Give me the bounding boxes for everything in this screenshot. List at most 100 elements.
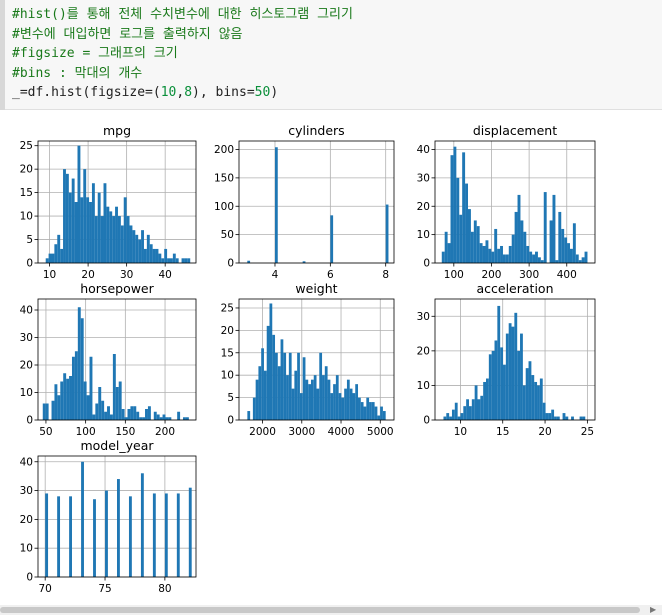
histogram-bar bbox=[69, 376, 72, 420]
histogram-bar bbox=[74, 351, 78, 420]
histogram-bar bbox=[169, 258, 173, 263]
y-tick-label: 20 bbox=[417, 345, 430, 357]
histogram-bar bbox=[327, 379, 331, 420]
code-editor[interactable]: #hist()를 통해 전체 수치변수에 대한 히스토그램 그리기 #변수에 대입… bbox=[12, 5, 353, 103]
histogram-bar bbox=[93, 499, 96, 577]
histogram-bar bbox=[363, 406, 367, 420]
histogram-bar bbox=[294, 370, 298, 420]
histogram-bar bbox=[316, 388, 320, 420]
histogram-bar bbox=[63, 169, 66, 263]
histogram-bar bbox=[51, 400, 55, 420]
subplot-title: displacement bbox=[473, 123, 557, 138]
histogram-bar bbox=[86, 395, 90, 420]
y-tick-label: 20 bbox=[20, 514, 33, 526]
histogram-bar bbox=[176, 493, 180, 577]
histogram-bar bbox=[149, 244, 153, 263]
histogram-bar bbox=[272, 334, 276, 420]
histogram-bar bbox=[463, 406, 467, 420]
histogram-bar bbox=[138, 239, 142, 263]
histogram-bar bbox=[308, 384, 311, 420]
y-tick-label: 200 bbox=[214, 144, 234, 156]
code-number: 8 bbox=[184, 85, 193, 100]
histogram-bar bbox=[488, 248, 492, 263]
histogram-bar bbox=[505, 333, 509, 420]
histogram-bar bbox=[502, 254, 506, 263]
histogram-bar bbox=[482, 245, 486, 263]
code-line-4: #bins : 막대의 개수 bbox=[12, 65, 143, 81]
histogram-bar bbox=[92, 414, 96, 420]
histogram-bar bbox=[112, 354, 116, 420]
histogram-bar bbox=[153, 411, 157, 420]
cell-output: 10 20 30 40 0 5 10 15 20 25 mpg 4 6 8 0 50 100 150 200 cyli… bbox=[0, 111, 662, 615]
histogram-bar bbox=[534, 381, 538, 420]
histogram-bar bbox=[158, 253, 162, 263]
axes-frame bbox=[434, 140, 596, 264]
histogram-bar bbox=[162, 414, 166, 420]
y-tick-label: 10 bbox=[417, 380, 430, 392]
histogram-bar bbox=[466, 399, 469, 420]
x-tick-label: 70 bbox=[38, 583, 51, 595]
histogram-bar bbox=[460, 413, 464, 420]
histogram-bar bbox=[569, 248, 573, 263]
histogram-bar bbox=[385, 204, 389, 263]
histogram-bar bbox=[80, 318, 84, 420]
histogram-bar bbox=[520, 333, 523, 420]
histogram-bar bbox=[297, 352, 300, 420]
histogram-bar bbox=[360, 402, 364, 420]
histogram-bar bbox=[542, 402, 546, 420]
histogram-bar bbox=[371, 402, 375, 420]
histogram-bar bbox=[161, 258, 165, 263]
histogram-bar bbox=[477, 399, 481, 420]
histogram-bar bbox=[283, 352, 287, 420]
histogram-bar bbox=[168, 417, 172, 420]
histogram-bar bbox=[471, 399, 475, 420]
histogram-bar bbox=[355, 384, 359, 420]
cell-selection-border bbox=[0, 0, 5, 110]
histogram-bar bbox=[558, 211, 562, 263]
code-cell[interactable]: #hist()를 통해 전체 수치변수에 대한 히스토그램 그리기 #변수에 대입… bbox=[0, 0, 662, 110]
histogram-bar bbox=[581, 257, 585, 263]
code-line-3: #figsize = 그래프의 크기 bbox=[12, 46, 178, 61]
x-tick-label: 15 bbox=[496, 426, 509, 438]
y-tick-label: 10 bbox=[20, 387, 33, 399]
histogram-bar bbox=[152, 248, 156, 263]
y-tick-label: 30 bbox=[417, 172, 430, 184]
histogram-bar bbox=[117, 479, 120, 577]
histogram-bar bbox=[263, 370, 267, 420]
histogram-bar bbox=[269, 303, 273, 420]
histogram-bar bbox=[441, 251, 445, 263]
histogram-bar bbox=[115, 387, 119, 420]
histogram-bar bbox=[330, 215, 334, 263]
histogram-bar bbox=[505, 254, 509, 263]
y-tick-label: 0 bbox=[423, 415, 430, 427]
histogram-bar bbox=[112, 216, 116, 263]
y-tick-label: 0 bbox=[423, 258, 430, 270]
histogram-bar bbox=[330, 393, 334, 420]
histogram-bar bbox=[104, 411, 108, 420]
histogram-bar bbox=[503, 364, 506, 420]
histogram-bar bbox=[494, 340, 498, 420]
scroll-right-icon[interactable]: ▶ bbox=[650, 605, 657, 614]
scrollbar-thumb[interactable] bbox=[0, 607, 640, 613]
histogram-bar bbox=[380, 406, 383, 420]
histogram-bar bbox=[97, 192, 101, 263]
histogram-bar bbox=[456, 177, 460, 263]
histogram-bar bbox=[525, 368, 529, 420]
histogram-bar bbox=[529, 251, 533, 263]
x-tick-label: 40 bbox=[158, 269, 171, 281]
histogram-bar bbox=[128, 496, 132, 577]
histogram-bar bbox=[520, 220, 524, 263]
histogram-bar bbox=[286, 375, 289, 420]
histogram-bar bbox=[565, 416, 569, 420]
histogram-bar bbox=[564, 237, 568, 263]
histogram-bar bbox=[444, 231, 448, 263]
y-tick-label: 20 bbox=[20, 360, 33, 372]
histogram-bar bbox=[322, 375, 325, 420]
histogram-bar bbox=[511, 326, 515, 420]
x-tick-label: 5000 bbox=[367, 426, 394, 438]
histogram-bar bbox=[310, 379, 314, 420]
histogram-bar bbox=[181, 258, 185, 263]
histogram-bar bbox=[537, 257, 541, 263]
histogram-bar bbox=[275, 352, 278, 420]
histogram-bar bbox=[155, 248, 159, 263]
